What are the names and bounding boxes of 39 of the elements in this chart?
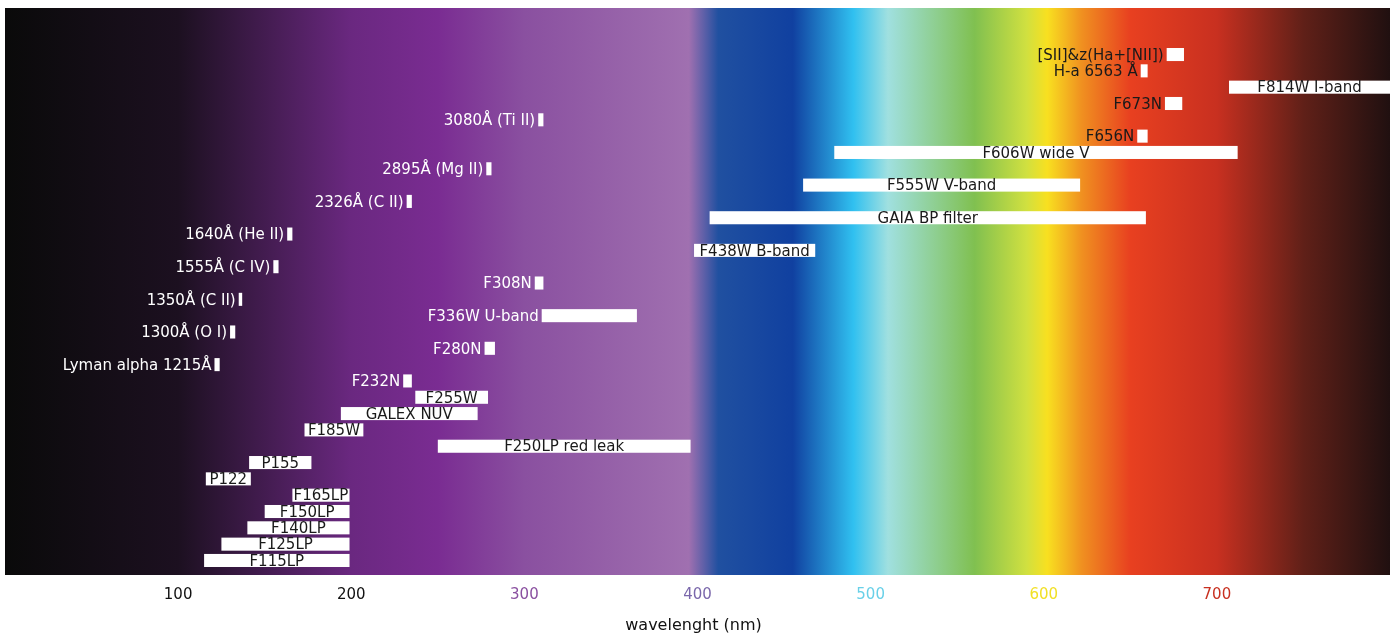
x-tick-label: 600 — [1029, 585, 1059, 603]
y-tick-label: F232N — [351, 372, 401, 391]
y-tick-label: F250LP red leak — [504, 437, 625, 456]
y-tick-label: Lyman alpha 1215Å — [62, 354, 213, 374]
y-tick-label: GAIA BP filter — [877, 208, 979, 227]
y-tick-label: GALEX NUV — [365, 404, 454, 423]
y-tick-label: F150LP — [279, 502, 335, 521]
y-tick-label: 1555Å (C IV) — [175, 256, 271, 276]
y-tick-label: P122 — [209, 470, 248, 489]
y-tick-label: 1350Å (C II) — [146, 289, 236, 309]
y-tick-label: 2326Å (C II) — [314, 191, 404, 211]
y-tick-label: F308N — [483, 274, 532, 293]
y-tick-label: 2895Å (Mg II) — [382, 159, 484, 179]
x-tick-label: 400 — [683, 585, 712, 603]
y-tick-label: F336W U-band — [427, 306, 539, 325]
y-tick-label: F255W — [425, 388, 478, 407]
y-tick-label: F555W V-band — [886, 176, 997, 195]
y-tick-label: F165LP — [293, 486, 349, 505]
y-tick-label: F140LP — [271, 519, 326, 538]
x-axis-title: wavelenght (nm) — [625, 615, 762, 634]
y-tick-label: F656N — [1085, 127, 1135, 146]
y-tick-label: F438W B-band — [699, 241, 810, 260]
y-tick-label: 1300Å (O I) — [141, 322, 228, 342]
y-tick-label: F280N — [433, 339, 482, 358]
x-tick-label: 500 — [856, 585, 885, 603]
y-tick-label: F814W I-band — [1257, 78, 1362, 97]
y-tick-label: F185W — [307, 421, 361, 440]
x-tick-label: 200 — [336, 585, 366, 603]
x-tick-label: 300 — [510, 585, 539, 603]
x-tick-label: 700 — [1202, 585, 1232, 603]
x-tick-label: 100 — [163, 585, 193, 603]
y-tick-label: F115LP — [249, 551, 305, 570]
y-tick-label: F606W wide V — [982, 143, 1091, 162]
y-tick-label: 1640Å (He II) — [185, 224, 285, 244]
y-tick-label: [SII]&z(Ha+[NII]) — [1037, 45, 1164, 64]
y-tick-label: P155 — [261, 453, 300, 472]
y-tick-label: 3080Å (Ti II) — [443, 110, 536, 130]
y-tick-label: F125LP — [258, 535, 313, 554]
y-tick-label: F673N — [1113, 94, 1162, 113]
